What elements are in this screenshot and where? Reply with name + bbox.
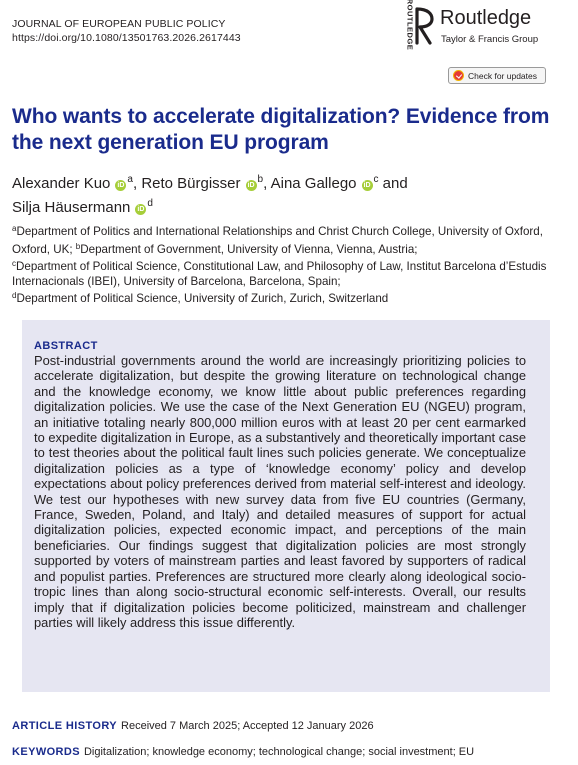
affiliation-text: Department of Political Science, Constit…: [12, 260, 547, 288]
routledge-icon: [415, 7, 434, 45]
check-for-updates-button[interactable]: Check for updates: [448, 67, 546, 84]
affiliation-marker: d: [12, 291, 17, 301]
author-separator: ,: [263, 175, 271, 192]
publisher-logo[interactable]: ROUTLEDGE Routledge Taylor & Francis Gro…: [398, 0, 568, 51]
publisher-vertical-mark: ROUTLEDGE: [405, 0, 415, 51]
author-affil-marker: d: [147, 198, 153, 209]
affiliation-text: Department of Political Science, Univers…: [16, 292, 389, 306]
author-name[interactable]: Aina Gallego: [270, 175, 357, 192]
check-updates-label: Check for updates: [468, 70, 537, 81]
journal-header: JOURNAL OF EUROPEAN PUBLIC POLICY https:…: [12, 17, 241, 45]
abstract-text: Post-industrial governments around the w…: [34, 353, 526, 630]
affiliation-text: Department of Government, University of …: [80, 242, 418, 256]
affiliation-text: Department of Politics and International…: [12, 225, 543, 256]
author-affil-marker: c: [373, 174, 379, 185]
orcid-icon[interactable]: iD: [361, 180, 373, 191]
author-affil-marker: b: [257, 174, 264, 185]
affiliations: aDepartment of Politics and Internationa…: [12, 222, 557, 307]
keywords-text: Digitalization; knowledge economy; techn…: [83, 746, 475, 758]
abstract-heading: ABSTRACT: [34, 340, 98, 352]
author-separator: and: [378, 175, 408, 192]
abstract-box: [22, 320, 550, 692]
keywords-label: KEYWORDS: [12, 746, 80, 758]
article-title: Who wants to accelerate digitalization? …: [12, 105, 550, 154]
orcid-icon[interactable]: iD: [115, 180, 127, 191]
affiliation-marker: b: [75, 241, 81, 251]
publisher-sub: Taylor & Francis Group: [441, 34, 539, 45]
journal-name: JOURNAL OF EUROPEAN PUBLIC POLICY: [12, 18, 226, 30]
doi-link[interactable]: https://doi.org/10.1080/13501763.2026.26…: [12, 32, 241, 44]
keywords: KEYWORDS Digitalization; knowledge econom…: [12, 746, 474, 758]
publisher-name: Routledge: [440, 7, 532, 29]
orcid-icon[interactable]: iD: [135, 204, 147, 215]
author-name[interactable]: Reto Bürgisser: [141, 175, 241, 192]
article-history-text: Received 7 March 2025; Accepted 12 Janua…: [121, 720, 374, 732]
author-list: Alexander Kuo iDa, Reto Bürgisser iDb, Ain…: [12, 170, 532, 218]
article-history: ARTICLE HISTORY Received 7 March 2025; Ac…: [12, 720, 374, 732]
author-separator: ,: [132, 175, 142, 192]
check-updates-icon: [453, 70, 464, 81]
orcid-icon[interactable]: iD: [245, 180, 257, 191]
affiliation-marker: a: [12, 224, 17, 233]
author-name[interactable]: Alexander Kuo: [12, 175, 111, 192]
article-history-label: ARTICLE HISTORY: [12, 720, 118, 732]
affiliation-marker: c: [12, 259, 16, 269]
author-affil-marker: a: [127, 174, 133, 185]
author-name[interactable]: Silja Häusermann: [12, 199, 131, 216]
